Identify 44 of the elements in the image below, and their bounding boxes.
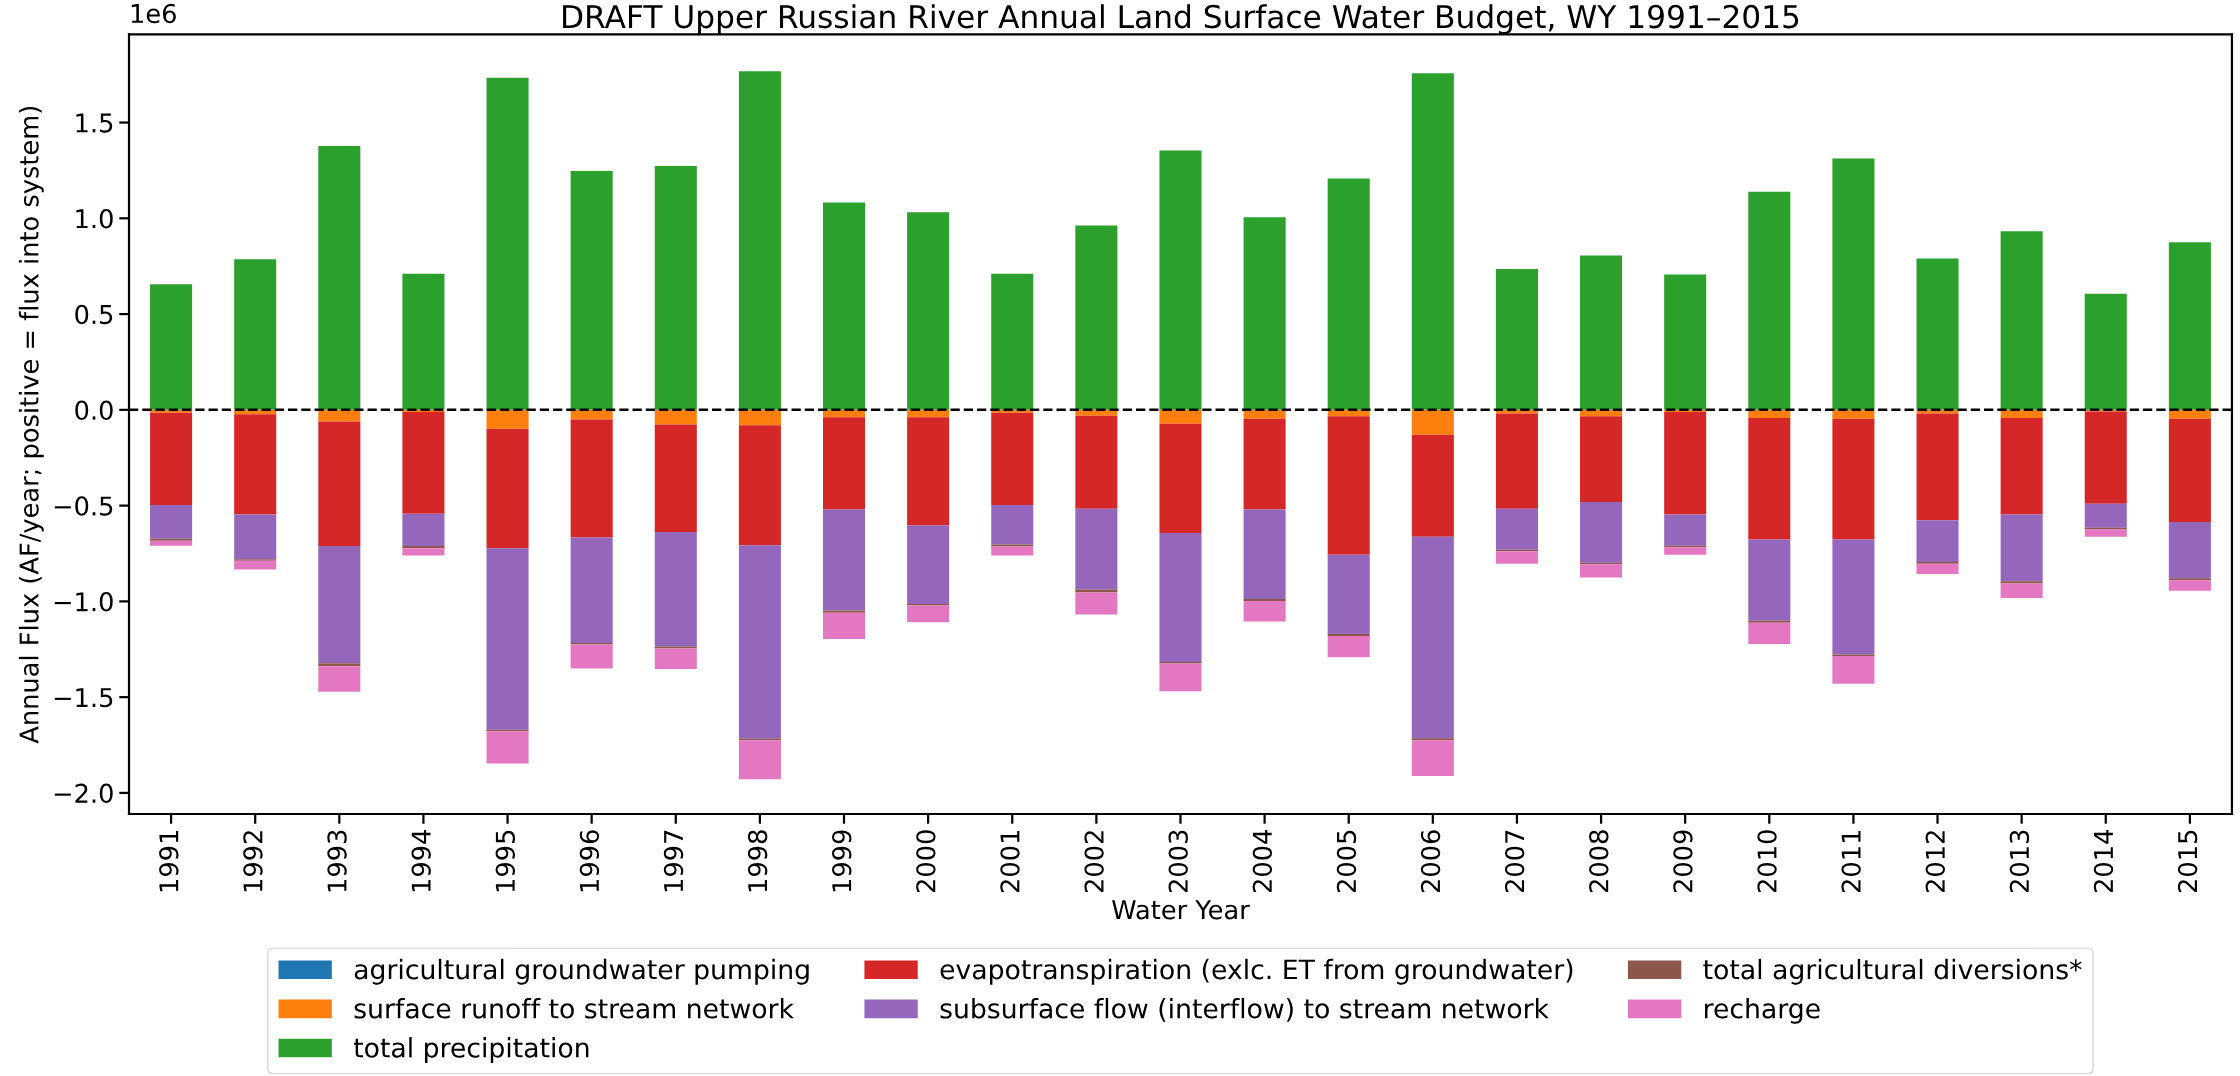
x-tick-label: 1996 [579,830,600,892]
legend-label: subsurface flow (interflow) to stream network [940,997,1549,1022]
y-tick-label: 0.0 [75,400,113,420]
legend-label: surface runoff to stream network [354,997,794,1019]
x-tick-label: 2014 [2093,830,2114,893]
x-tick-label: 1991 [159,830,179,892]
legend-label: total precipitation [353,1037,589,1063]
x-tick-label: 1998 [747,830,768,892]
y-tick-label: −2.0 [54,783,113,804]
x-tick-label: 2012 [1925,831,1945,893]
x-tick-label: 1993 [327,830,347,892]
y-tick-label: 1.5 [76,113,113,133]
x-tick-label: 1994 [411,830,431,892]
chart-title: DRAFT Upper Russian River Annual Land Surface Water Budget, WY 1991–2015 [563,4,1799,35]
text: 1e6 [131,3,176,24]
x-tick-label: 2000 [916,830,936,893]
x-tick-label: 2010 [1757,830,1777,893]
x-tick-label: 1999 [832,830,852,892]
x-tick-label: 2005 [1336,830,1357,893]
x-axis-title: Water Year [1112,900,1250,920]
y-axis-title: Annual Flux (AF/year; positive = flux into system) [18,106,44,744]
x-tick-label: 2011 [1841,830,1861,893]
x-tick-label: 2009 [1673,830,1693,893]
x-tick-label: 2006 [1420,830,1441,893]
x-tick-label: 2007 [1504,830,1525,893]
legend-label: evapotranspiration (exlc. ET from groundwater) [940,958,1573,985]
legend-label: total agricultural diversions* [1703,958,2082,985]
x-tick-label: 2002 [1084,831,1104,893]
x-tick-label: 2013 [2009,830,2030,893]
y-tick-label: 1.0 [76,209,113,229]
x-tick-label: 1997 [663,830,684,892]
legend-label: agricultural groundwater pumping [354,958,809,985]
y-tick-label: −1.0 [54,592,113,612]
x-tick-label: 2004 [1252,830,1273,893]
y-tick-label: 0.5 [75,304,113,325]
y-tick-label: −0.5 [54,496,113,516]
x-tick-label: 2001 [1000,830,1020,893]
x-tick-label: 2003 [1168,830,1188,893]
x-tick-label: 2015 [2177,830,2198,893]
x-tick-label: 2008 [1589,830,1609,893]
x-tick-label: 1992 [243,831,263,892]
x-tick-label: 1995 [495,830,515,892]
y-tick-label: −1.5 [54,688,113,708]
legend-label: recharge [1705,997,1820,1024]
